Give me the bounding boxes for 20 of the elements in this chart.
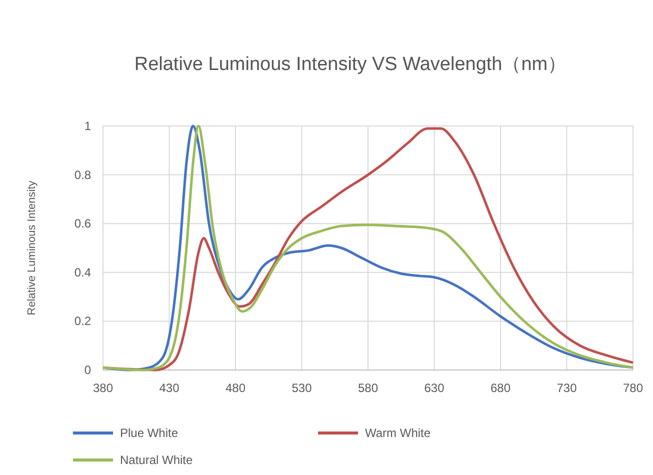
x-tick-label: 730 <box>556 381 578 395</box>
y-tick-label: 0.8 <box>74 168 92 182</box>
x-tick-label: 530 <box>292 381 312 395</box>
x-tick-label: 480 <box>225 381 246 395</box>
x-tick-label: 780 <box>622 381 644 395</box>
y-tick-label: 0.4 <box>74 265 92 280</box>
chart-title: Relative Luminous Intensity VS Wavelength（nm） <box>134 54 567 75</box>
legend-label: Natural White <box>120 453 194 467</box>
x-tick-label: 430 <box>159 381 180 395</box>
x-tick-label: 380 <box>92 381 114 395</box>
legend-label: Plue White <box>120 426 178 440</box>
y-tick-label: 1 <box>84 119 92 133</box>
y-axis-title: Relative Luminous Intensity <box>26 180 38 316</box>
x-tick-label: 630 <box>424 381 445 395</box>
y-tick-label: 0 <box>84 363 92 377</box>
y-tick-label: 0.2 <box>74 314 92 328</box>
legend-label: Warm White <box>365 426 431 440</box>
y-tick-label: 0.6 <box>74 216 92 231</box>
x-tick-label: 680 <box>490 381 511 395</box>
x-tick-label: 580 <box>358 381 378 395</box>
